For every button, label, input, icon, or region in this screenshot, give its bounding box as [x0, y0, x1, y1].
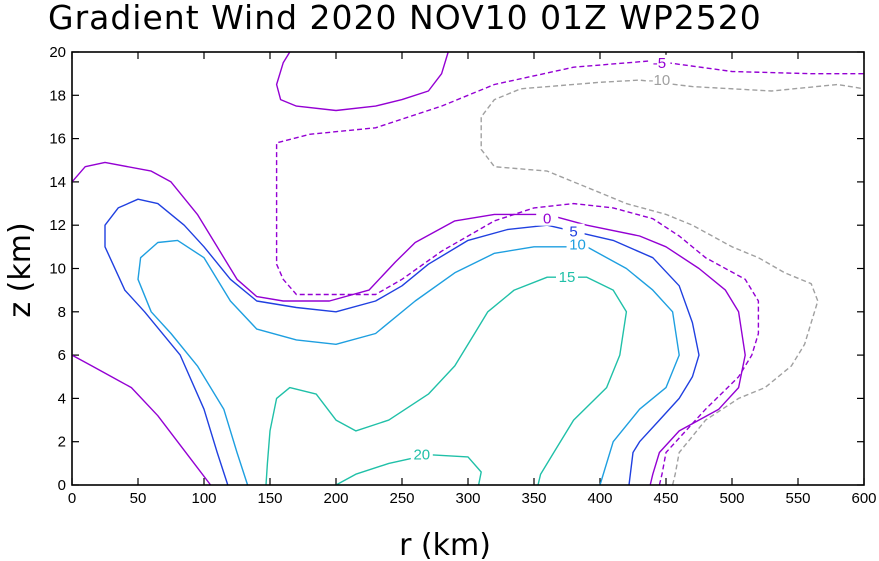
x-tick-label: 50 [130, 490, 147, 507]
x-tick-label: 600 [851, 490, 876, 507]
x-tick-label: 400 [587, 490, 612, 507]
y-axis-label: z (km) [3, 222, 38, 317]
x-tick-label: 500 [719, 490, 744, 507]
contour-lines [71, 51, 865, 486]
contour-0-line [275, 51, 449, 112]
x-tick-label: 550 [785, 490, 810, 507]
contour-0-label: 0 [543, 211, 551, 228]
contour-5-label-bg [562, 223, 585, 239]
x-tick-label: 200 [323, 490, 348, 507]
contour-5-label: 5 [569, 224, 577, 241]
contour-5-line [104, 198, 700, 486]
contour-0-line [71, 161, 746, 486]
plot-frame [71, 51, 865, 486]
chart-title: Gradient Wind 2020 NOV10 01Z WP2520 [48, 0, 762, 37]
contour-minus-10-label: -10 [649, 72, 671, 89]
x-tick-label: 300 [455, 490, 480, 507]
y-tick-label: 20 [49, 44, 66, 61]
x-tick-label: 150 [257, 490, 282, 507]
contour-minus-5-line [275, 60, 864, 486]
contour-0-label-bg [536, 210, 559, 226]
x-tick-label: 450 [653, 490, 678, 507]
contour-minus-10-line [480, 79, 865, 486]
y-tick-label: 4 [58, 390, 66, 407]
contour-minus-5-label: -5 [653, 55, 666, 72]
y-tick-label: 8 [58, 304, 66, 321]
contour-labels: -10-5 0 510 15 20 [410, 54, 671, 464]
y-tick-label: 14 [49, 174, 66, 191]
x-tick-label: 100 [191, 490, 216, 507]
contour-0-line [71, 354, 212, 486]
contour-10-line [137, 239, 680, 486]
x-axis-label: r (km) [399, 528, 491, 561]
axis-ticks [71, 51, 865, 486]
y-tick-labels: 0 2 4 6 8 10 12 14 16 18 20 [49, 44, 66, 494]
contour-minus-5-label-bg [648, 54, 671, 70]
contour-minus-10-label-bg [648, 72, 671, 88]
contour-10-label: 10 [569, 237, 586, 254]
x-tick-labels: 0 50 100 150 200 250 300 350 400 450 500 550 600 [68, 490, 877, 507]
y-tick-label: 10 [49, 261, 66, 278]
contour-20-label: 20 [413, 447, 430, 464]
contour-20-label-bg [410, 446, 433, 462]
y-tick-label: 0 [58, 477, 66, 494]
x-tick-label: 350 [521, 490, 546, 507]
x-tick-label: 0 [68, 490, 76, 507]
contour-15-line [265, 276, 628, 486]
y-tick-label: 18 [49, 87, 66, 104]
y-tick-label: 6 [58, 347, 66, 364]
contour-10-label-bg [566, 236, 589, 252]
y-tick-label: 2 [58, 434, 66, 451]
y-tick-label: 16 [49, 131, 66, 148]
contour-15-label-bg [556, 269, 578, 285]
contour-15-label: 15 [559, 269, 576, 286]
y-tick-label: 12 [49, 217, 66, 234]
contour-20-line [335, 454, 482, 486]
x-tick-label: 250 [389, 490, 414, 507]
